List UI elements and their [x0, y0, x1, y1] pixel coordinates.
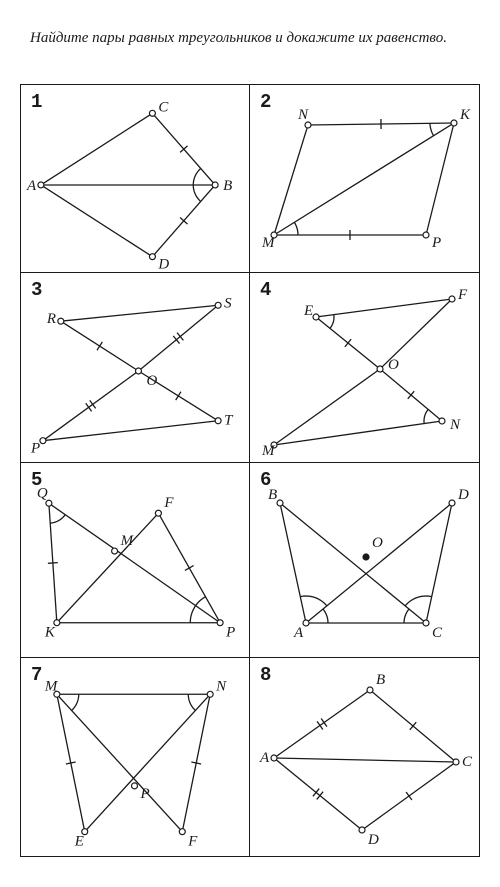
point-F — [179, 829, 185, 835]
problem-cell-3: 3R S O T P — [21, 273, 250, 463]
point-S — [215, 302, 221, 308]
point-K — [451, 120, 457, 126]
point-label-F: F — [163, 495, 174, 511]
point-A — [271, 755, 277, 761]
point-label-M: M — [261, 443, 276, 459]
problem-number: 8 — [260, 664, 272, 686]
point-label-B: B — [376, 672, 385, 688]
grid-row: 1 A B C D 2 N K M P — [21, 85, 479, 273]
geometry-diagram: N K M P — [250, 85, 479, 273]
point-label-M: M — [44, 678, 59, 694]
point-C — [149, 110, 155, 116]
problem-number: 7 — [31, 664, 43, 686]
point-label-C: C — [432, 625, 443, 641]
point-F — [449, 296, 455, 302]
point-O — [363, 554, 369, 560]
instruction-text: Найдите пары равных треугольников и дока… — [30, 28, 480, 48]
geometry-diagram: QFMKP — [21, 463, 249, 658]
point-label-M: M — [261, 235, 276, 251]
point-label-M: M — [120, 533, 135, 549]
problem-number: 2 — [260, 91, 272, 113]
point-N — [207, 691, 213, 697]
point-label-D: D — [367, 832, 379, 848]
point-label-N: N — [449, 417, 461, 433]
point-T — [215, 418, 221, 424]
problem-number: 3 — [31, 279, 43, 301]
problem-cell-6: 6BDOAC — [250, 463, 479, 658]
point-label-O: O — [146, 373, 157, 389]
point-label-A: A — [259, 750, 270, 766]
point-N — [439, 418, 445, 424]
problem-cell-4: 4 E F O N M — [250, 273, 479, 463]
problem-cell-2: 2 N K M P — [250, 85, 479, 273]
point-label-E: E — [303, 303, 313, 319]
point-R — [58, 318, 64, 324]
point-label-P: P — [431, 235, 441, 251]
problem-number: 1 — [31, 91, 43, 113]
point-P — [40, 438, 46, 444]
point-B — [277, 500, 283, 506]
point-label-A: A — [26, 178, 37, 194]
point-O — [135, 368, 141, 374]
point-E — [313, 314, 319, 320]
geometry-diagram: E F O N M — [250, 273, 479, 463]
point-label-C: C — [158, 99, 169, 115]
point-F — [155, 510, 161, 516]
point-label-F: F — [187, 834, 198, 850]
point-label-P: P — [30, 441, 40, 457]
geometry-diagram: R S O T P — [21, 273, 249, 463]
point-P — [217, 620, 223, 626]
point-P — [132, 783, 138, 789]
grid-row: 7M N P E F 8 A B C D — [21, 658, 479, 856]
point-D — [149, 254, 155, 260]
point-D — [449, 500, 455, 506]
point-D — [359, 827, 365, 833]
problem-cell-7: 7M N P E F — [21, 658, 250, 856]
point-label-D: D — [457, 487, 469, 503]
geometry-diagram: A B C D — [21, 85, 249, 273]
point-label-P: P — [139, 786, 149, 802]
problem-cell-8: 8 A B C D — [250, 658, 479, 856]
problem-cell-5: 5QFMKP — [21, 463, 250, 658]
point-C — [423, 620, 429, 626]
point-label-P: P — [225, 625, 235, 641]
grid-row: 5QFMKP6BDOAC — [21, 463, 479, 658]
problem-number: 4 — [260, 279, 272, 301]
grid-row: 3R S O T P 4 E F O N M — [21, 273, 479, 463]
point-label-O: O — [372, 535, 383, 551]
problem-number: 6 — [260, 469, 272, 491]
geometry-diagram: A B C D — [250, 658, 479, 856]
point-label-K: K — [459, 107, 471, 123]
geometry-diagram: BDOAC — [250, 463, 479, 658]
point-label-E: E — [74, 834, 84, 850]
point-label-B: B — [223, 178, 232, 194]
problem-cell-1: 1 A B C D — [21, 85, 250, 273]
point-O — [377, 366, 383, 372]
point-label-N: N — [297, 107, 309, 123]
point-label-T: T — [224, 413, 234, 429]
problem-number: 5 — [31, 469, 43, 491]
point-A — [303, 620, 309, 626]
point-label-N: N — [215, 678, 227, 694]
point-A — [38, 182, 44, 188]
point-label-D: D — [157, 257, 169, 273]
point-M — [112, 548, 118, 554]
point-label-F: F — [457, 287, 468, 303]
point-P — [423, 232, 429, 238]
point-B — [212, 182, 218, 188]
point-label-K: K — [44, 625, 56, 641]
point-B — [367, 687, 373, 693]
point-label-C: C — [462, 754, 473, 770]
point-C — [453, 759, 459, 765]
point-label-A: A — [293, 625, 304, 641]
point-label-S: S — [224, 295, 232, 311]
geometry-diagram: M N P E F — [21, 658, 249, 856]
point-label-R: R — [46, 311, 56, 327]
point-label-O: O — [388, 357, 399, 373]
problem-grid: 1ABCD2NKMP3RSOTP4EFONM5QFMKP6BDOAC7MNPEF… — [20, 84, 480, 857]
